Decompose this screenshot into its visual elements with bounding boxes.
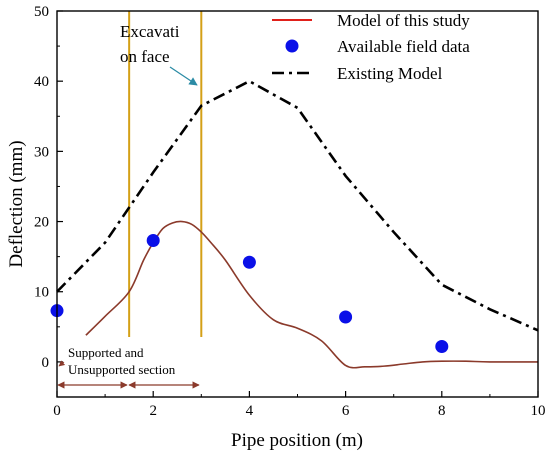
field-data-point-3 <box>242 255 256 269</box>
x-axis: 0 2 4 6 8 10 <box>53 391 546 419</box>
x-tick-label: 2 <box>149 403 157 419</box>
section-label-line2: Unsupported section <box>68 362 176 377</box>
y-axis: 0 10 20 30 40 50 <box>34 4 63 371</box>
legend-swatch-field-data <box>285 39 299 53</box>
excavation-face-arrow <box>169 66 198 86</box>
y-tick-label: 40 <box>34 74 49 90</box>
section-pointer-arrow <box>58 360 66 367</box>
excavation-face-label-line1: Excavati <box>120 22 180 41</box>
legend-label-model: Model of this study <box>337 11 470 30</box>
x-tick-label: 4 <box>246 403 254 419</box>
plot-content <box>50 11 539 369</box>
section-annotation: Supported and Unsupported section <box>57 345 200 389</box>
field-data-point-5 <box>435 339 449 353</box>
y-tick-label: 50 <box>34 4 49 20</box>
y-tick-label: 10 <box>34 285 49 301</box>
excavation-face-annotation: Excavati on face <box>120 22 198 86</box>
y-axis-label: Deflection (mm) <box>6 140 27 267</box>
legend-label-existing: Existing Model <box>337 64 443 83</box>
legend-label-field-data: Available field data <box>337 37 470 56</box>
x-axis-label: Pipe position (m) <box>231 430 363 451</box>
x-tick-label: 10 <box>531 403 546 419</box>
field-data-point-4 <box>339 310 353 324</box>
x-tick-label: 6 <box>342 403 350 419</box>
x-tick-label: 8 <box>438 403 446 419</box>
y-tick-label: 20 <box>34 215 49 231</box>
y-tick-label: 30 <box>34 144 49 160</box>
section-label-line1: Supported and <box>68 345 144 360</box>
field-data-point-2 <box>146 233 160 247</box>
legend: Model of this study Available field data… <box>272 11 470 83</box>
y-tick-label: 0 <box>42 355 50 371</box>
excavation-face-label-line2: on face <box>120 47 170 66</box>
x-tick-label: 0 <box>53 403 61 419</box>
series-existing-model-line <box>56 79 539 332</box>
